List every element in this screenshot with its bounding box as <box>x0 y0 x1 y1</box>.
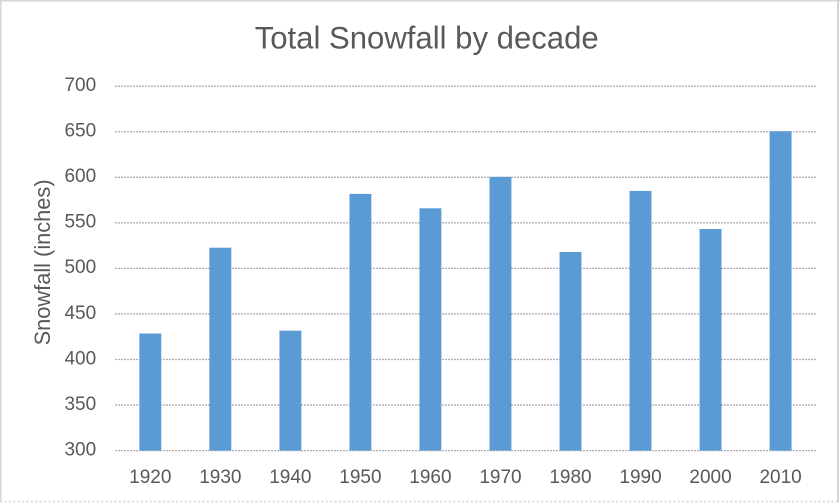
svg-text:550: 550 <box>64 212 96 233</box>
svg-text:Snowfall (inches): Snowfall (inches) <box>30 179 55 345</box>
svg-text:2000: 2000 <box>689 467 731 488</box>
svg-text:1980: 1980 <box>549 467 591 488</box>
svg-text:Total Snowfall by decade: Total Snowfall by decade <box>255 20 599 55</box>
svg-text:700: 700 <box>64 75 96 96</box>
svg-text:1970: 1970 <box>479 467 521 488</box>
svg-text:600: 600 <box>64 166 96 187</box>
svg-text:2010: 2010 <box>759 467 801 488</box>
svg-text:1950: 1950 <box>339 467 381 488</box>
svg-text:300: 300 <box>64 439 96 460</box>
svg-text:500: 500 <box>64 257 96 278</box>
svg-text:1960: 1960 <box>409 467 451 488</box>
svg-text:400: 400 <box>64 348 96 369</box>
svg-text:1920: 1920 <box>129 467 171 488</box>
svg-text:1990: 1990 <box>619 467 661 488</box>
svg-text:1940: 1940 <box>269 467 311 488</box>
svg-text:650: 650 <box>64 121 96 142</box>
svg-text:350: 350 <box>64 394 96 415</box>
svg-text:1930: 1930 <box>199 467 241 488</box>
svg-text:450: 450 <box>64 303 96 324</box>
